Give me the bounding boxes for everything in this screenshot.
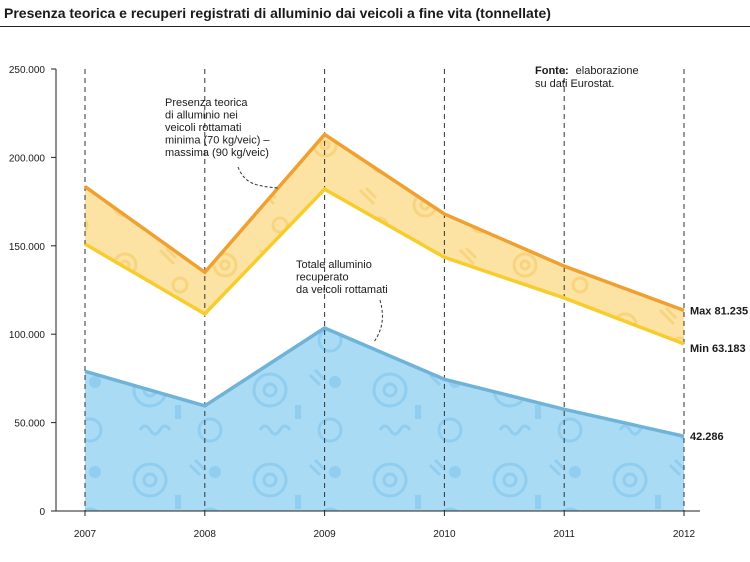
annotation-recovered-line: Totale alluminio: [296, 259, 372, 271]
end-label-min: Min 63.183: [690, 343, 746, 355]
y-tick-label: 200.000: [9, 153, 46, 164]
y-tick-label: 250.000: [9, 65, 46, 76]
annotation-recovered-line: recuperato: [296, 272, 349, 284]
source-line2: su dati Eurostat.: [535, 78, 615, 90]
theoretical-band-pattern: [85, 134, 684, 344]
source-text: Fonte: elaborazione su dati Eurostat.: [535, 65, 642, 90]
x-tick-label: 2007: [74, 529, 97, 540]
x-tick-label: 2012: [673, 529, 696, 540]
annotation-recovered-line: da veicoli rottamati: [296, 284, 388, 296]
grid-layer: [84, 69, 685, 511]
annotation-band: Presenza teorica di alluminio nei veicoli …: [165, 97, 270, 159]
x-tick-label: 2011: [553, 529, 575, 540]
fill-layer: [85, 134, 684, 511]
annotation-band-line: Presenza teorica: [165, 97, 248, 109]
end-label-recovered: 42.286: [690, 431, 724, 443]
title-rule: [0, 26, 750, 27]
annotation-band-line: veicoli rottamati: [165, 122, 241, 134]
x-tick-label: 2008: [194, 529, 217, 540]
y-tick-label: 100.000: [9, 330, 46, 341]
title-bar: Presenza teorica e recuperi registrati d…: [0, 0, 750, 30]
end-label-max: Max 81.235: [690, 305, 748, 317]
chart-title: Presenza teorica e recuperi registrati d…: [4, 5, 551, 21]
annotation-recovered: Totale alluminio recuperato da veicoli rot…: [296, 259, 388, 296]
y-tick-label: 150.000: [9, 242, 46, 253]
annotation-band-line: minima (70 kg/veic) –: [165, 135, 270, 147]
source-label: Fonte:: [535, 65, 569, 77]
recovered-area-pattern: [85, 328, 684, 511]
annotation-layer: Max 81.235 Min 63.183 42.286 Presenza teori…: [165, 97, 748, 443]
series-line-recovered: [84, 326, 685, 438]
annotation-band-line: massima (90 kg/veic): [165, 147, 269, 159]
annotation-band-leader: [237, 166, 279, 189]
series-line-min: [84, 187, 685, 346]
source-line1: elaborazione: [576, 65, 639, 77]
line-layer: [83, 132, 685, 438]
theoretical-band: [85, 134, 684, 344]
annotation-recovered-leader: [373, 299, 383, 343]
x-tick-label: 2010: [433, 529, 456, 540]
y-tick-label: 0: [39, 507, 45, 518]
axis-layer: [55, 69, 700, 512]
y-tick-label: 50.000: [14, 419, 45, 430]
x-tick-label: 2009: [313, 529, 336, 540]
annotation-band-line: di alluminio nei: [165, 110, 238, 122]
tick-layer: 0 50.000 100.000 150.000 200.000 250.000 2007 2…: [9, 65, 696, 540]
series-line-max: [83, 132, 685, 312]
